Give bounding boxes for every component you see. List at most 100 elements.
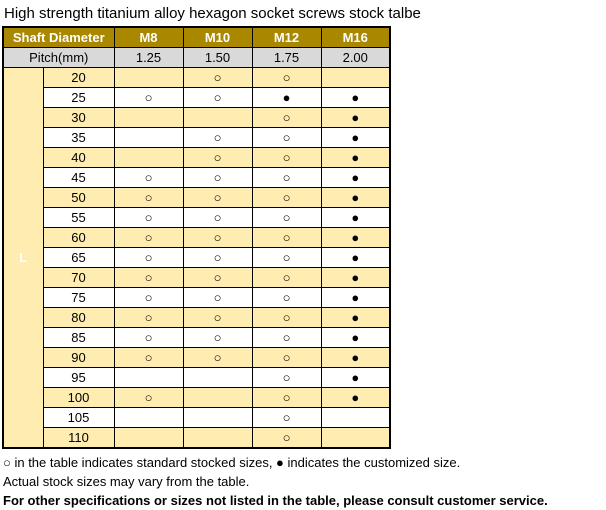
stock-cell: ○ (251, 307, 322, 328)
table-row: 65 ○ ○ ○ ● (3, 247, 391, 268)
stock-cell: ○ (113, 187, 184, 208)
stock-cell: ○ (251, 167, 322, 188)
pitch-value-m12: 1.75 (251, 47, 322, 68)
stock-cell: ○ (251, 67, 322, 88)
stock-cell (113, 107, 184, 128)
stock-cell: ○ (251, 327, 322, 348)
pitch-value-m8: 1.25 (113, 47, 184, 68)
table-row: 70 ○ ○ ○ ● (3, 267, 391, 288)
table-row: 110 ○ (3, 427, 391, 449)
table-row: L 20 ○ ○ (2, 67, 391, 449)
stock-cell: ○ (113, 327, 184, 348)
table-row: 40 ○ ○ ● (3, 147, 391, 168)
stock-cell: ○ (251, 407, 322, 428)
pitch-value-m16: 2.00 (320, 47, 391, 68)
stock-cell: ○ (251, 287, 322, 308)
stock-cell: ○ (182, 87, 253, 108)
row-group-label: L (2, 67, 44, 449)
disclaimer-note: Actual stock sizes may vary from the tab… (3, 474, 250, 489)
stock-cell: ○ (113, 167, 184, 188)
stock-cell (320, 67, 391, 88)
stock-cell: ○ (251, 367, 322, 388)
footer-notes: ○ in the table indicates standard stocke… (3, 453, 606, 510)
stock-cell: ○ (113, 267, 184, 288)
stock-cell: ● (320, 187, 391, 208)
table-row: 45 ○ ○ ○ ● (3, 167, 391, 188)
length-cell: 110 (42, 427, 115, 449)
table-row: 30 ○ ● (3, 107, 391, 128)
stock-cell: ● (320, 207, 391, 228)
stock-cell: ○ (251, 187, 322, 208)
length-cell: 70 (42, 267, 115, 288)
stock-cell: ○ (113, 227, 184, 248)
stock-cell: ○ (251, 227, 322, 248)
stock-cell (113, 427, 184, 449)
table-row: 50 ○ ○ ○ ● (3, 187, 391, 208)
stock-cell: ○ (182, 147, 253, 168)
length-cell: 85 (42, 327, 115, 348)
table-row: 75 ○ ○ ○ ● (3, 287, 391, 308)
stock-cell (182, 387, 253, 408)
stock-cell: ○ (182, 347, 253, 368)
header-col-m8: M8 (113, 26, 184, 48)
stock-cell: ○ (182, 207, 253, 228)
stock-cell: ○ (182, 327, 253, 348)
stock-cell: ○ (251, 107, 322, 128)
header-col-m16: M16 (320, 26, 391, 48)
length-cell: 50 (42, 187, 115, 208)
stock-cell: ● (320, 107, 391, 128)
header-shaft-diameter: Shaft Diameter (2, 26, 115, 48)
stock-cell: ○ (113, 247, 184, 268)
stock-cell (320, 407, 391, 428)
stock-cell: ● (320, 327, 391, 348)
length-cell: 65 (42, 247, 115, 268)
stock-cell: ○ (182, 307, 253, 328)
stock-cell (113, 127, 184, 148)
stock-cell (113, 147, 184, 168)
stock-cell (113, 367, 184, 388)
length-cell: 25 (42, 87, 115, 108)
stock-cell: ● (320, 227, 391, 248)
contact-note: For other specifications or sizes not li… (3, 493, 548, 508)
stock-cell: ○ (182, 167, 253, 188)
stock-cell: ● (251, 87, 322, 108)
stock-cell: ● (320, 87, 391, 108)
table-row: 105 ○ (3, 407, 391, 428)
stock-cell: ○ (251, 207, 322, 228)
stock-cell: ○ (113, 87, 184, 108)
stock-cell: ○ (113, 207, 184, 228)
table-row: 60 ○ ○ ○ ● (3, 227, 391, 248)
stock-cell: ● (320, 307, 391, 328)
length-cell: 40 (42, 147, 115, 168)
pitch-value-m10: 1.50 (182, 47, 253, 68)
table-row: 90 ○ ○ ○ ● (3, 347, 391, 368)
stock-cell (182, 407, 253, 428)
table-row: 55 ○ ○ ○ ● (3, 207, 391, 228)
header-col-m10: M10 (182, 26, 253, 48)
table-row: 100 ○ ○ ● (3, 387, 391, 408)
stock-cell: ○ (182, 187, 253, 208)
table-row: 80 ○ ○ ○ ● (3, 307, 391, 328)
length-cell: 105 (42, 407, 115, 428)
stock-cell: ○ (251, 147, 322, 168)
stock-cell: ● (320, 247, 391, 268)
length-cell: 60 (42, 227, 115, 248)
stock-cell: ● (320, 127, 391, 148)
stock-cell: ○ (182, 287, 253, 308)
length-cell: 75 (42, 287, 115, 308)
stock-cell: ○ (251, 127, 322, 148)
stock-cell: ○ (182, 247, 253, 268)
pitch-row: Pitch(mm) 1.25 1.50 1.75 2.00 (2, 47, 391, 68)
length-cell: 100 (42, 387, 115, 408)
stock-cell (320, 427, 391, 449)
stock-cell: ○ (251, 427, 322, 449)
length-cell: 55 (42, 207, 115, 228)
table-row: 85 ○ ○ ○ ● (3, 327, 391, 348)
length-cell: 80 (42, 307, 115, 328)
stock-cell: ○ (182, 67, 253, 88)
legend-note: ○ in the table indicates standard stocke… (3, 455, 461, 470)
header-col-m12: M12 (251, 26, 322, 48)
length-cell: 30 (42, 107, 115, 128)
stock-cell: ○ (182, 127, 253, 148)
length-cell: 20 (42, 67, 115, 88)
